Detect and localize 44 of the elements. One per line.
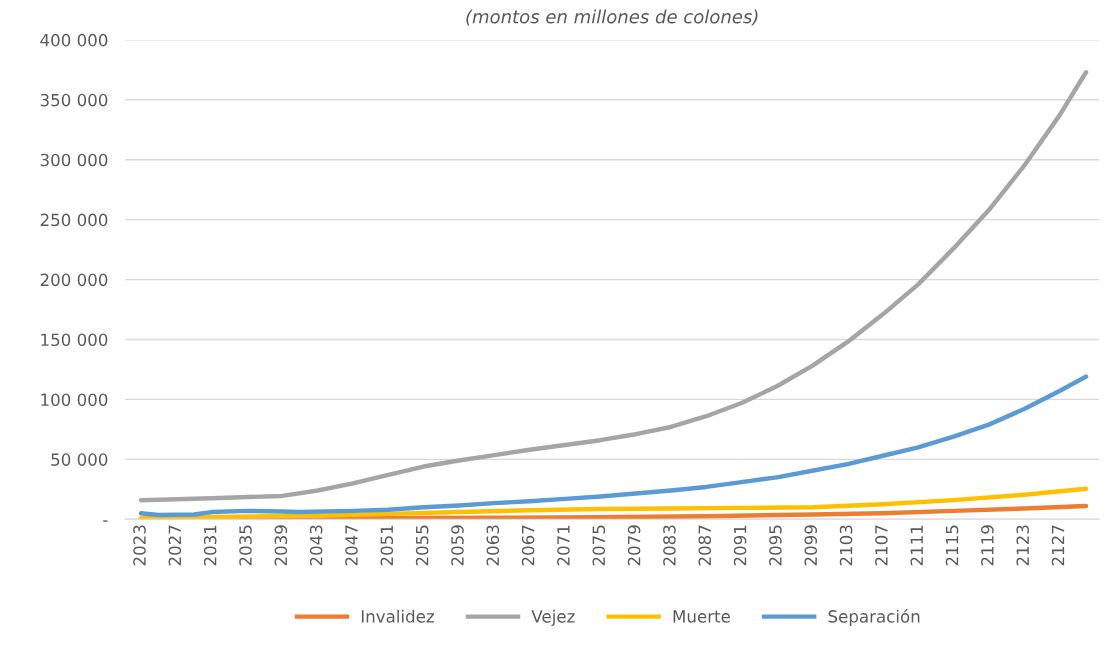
y-tick-label: 350 000: [40, 93, 108, 107]
y-tick-label: 200 000: [40, 273, 108, 287]
x-tick-label: 2099: [804, 525, 818, 566]
x-tick-label: 2079: [627, 525, 641, 566]
y-tick-label: 400 000: [40, 33, 108, 47]
x-tick-label: 2075: [592, 525, 606, 566]
x-tick-label: 2083: [663, 525, 676, 566]
chart-title: (montos en millones de colones): [466, 9, 758, 26]
y-tick-label: 150 000: [41, 333, 108, 347]
x-tick-label: 2087: [698, 525, 712, 566]
x-tick-label: 2127: [1051, 525, 1065, 566]
y-tick-label: 50 000: [51, 453, 108, 466]
y-tick-label: 300 000: [40, 153, 108, 167]
x-tick-label: 2123: [1016, 525, 1030, 566]
x-tick-label: 2059: [451, 525, 464, 566]
x-tick-label: 2039: [274, 525, 288, 566]
x-tick-label: 2095: [769, 525, 782, 566]
x-tick-label: 2107: [875, 525, 888, 566]
x-tick-label: 2051: [380, 525, 394, 566]
line-series: [138, 486, 1089, 520]
legend-label: Invalidez: [361, 609, 434, 623]
x-tick-label: 2091: [733, 525, 747, 566]
x-tick-label: 2111: [910, 525, 923, 566]
y-tick-label: 250 000: [40, 213, 108, 227]
x-tick-label: 2035: [239, 525, 252, 566]
x-tick-label: 2119: [981, 525, 994, 566]
legend-label: Vejez: [531, 609, 575, 626]
x-tick-label: 2103: [839, 525, 853, 566]
y-tick-label: -: [103, 520, 108, 522]
line-series: [138, 70, 1089, 503]
x-tick-label: 2031: [203, 525, 217, 566]
x-tick-label: 2023: [133, 525, 146, 566]
x-tick-label: 2027: [168, 525, 182, 566]
y-tick-label: 100 000: [41, 393, 108, 406]
x-tick-label: 2063: [486, 525, 500, 566]
x-tick-label: 2047: [345, 525, 358, 566]
legend-label: Muerte: [673, 610, 730, 623]
legend-label: Separación: [828, 609, 920, 626]
x-tick-label: 2043: [309, 525, 323, 566]
x-tick-label: 2067: [521, 525, 535, 566]
line-series: [138, 374, 1089, 518]
x-tick-label: 2071: [557, 525, 570, 566]
x-tick-label: 2055: [415, 525, 429, 566]
x-tick-label: 2115: [945, 525, 959, 566]
